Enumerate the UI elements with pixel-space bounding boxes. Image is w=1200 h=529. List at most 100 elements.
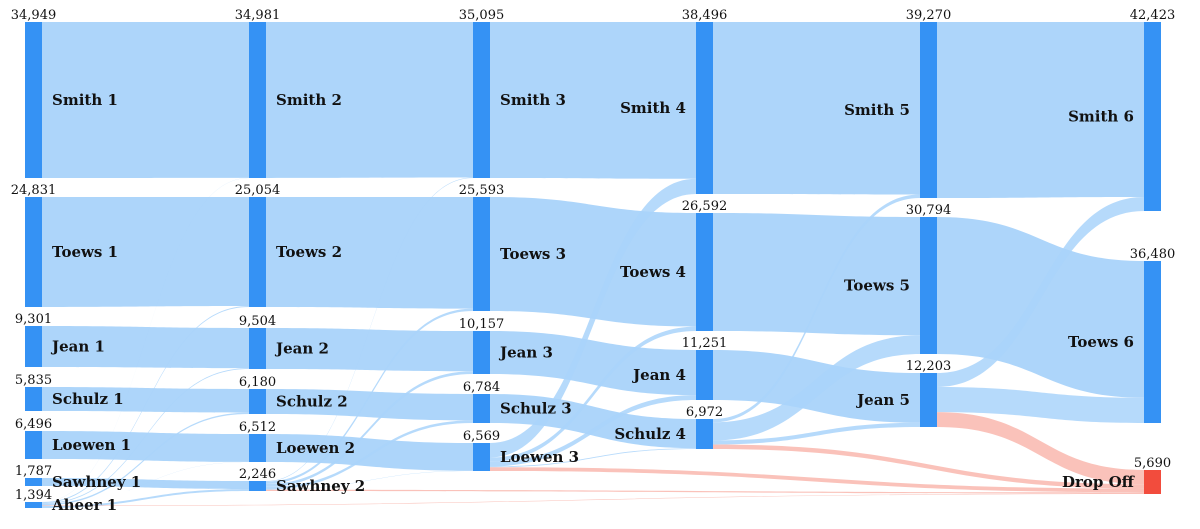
link-toews2-to-toews3 xyxy=(266,197,473,309)
link-loewen3-to-jean4 xyxy=(490,395,696,467)
node-dropoff xyxy=(1144,470,1161,494)
link-aheer1-to-loewen2 xyxy=(42,461,249,506)
nodes-layer xyxy=(25,22,1161,508)
node-value-toews3: 25,593 xyxy=(459,183,505,198)
link-loewen3-to-schulz4 xyxy=(490,448,696,468)
link-aheer1-to-schulz2 xyxy=(42,412,249,506)
node-value-loewen2: 6,512 xyxy=(239,420,276,435)
links-layer xyxy=(42,22,1144,508)
node-label-toews4: Toews 4 xyxy=(620,263,686,281)
node-label-smith5: Smith 5 xyxy=(844,101,910,119)
link-schulz4-to-toews5 xyxy=(713,335,920,441)
node-value-smith1: 34,949 xyxy=(11,8,57,23)
node-value-aheer1: 1,394 xyxy=(15,488,52,503)
node-label-sawhney1: Sawhney 1 xyxy=(52,473,141,491)
node-label-schulz4: Schulz 4 xyxy=(614,425,686,443)
link-toews1-to-toews2 xyxy=(42,197,249,307)
node-label-smith3: Smith 3 xyxy=(500,91,566,109)
node-jean5 xyxy=(920,373,937,427)
node-value-loewen3: 6,569 xyxy=(463,429,500,444)
node-toews1 xyxy=(25,197,42,307)
node-smith6 xyxy=(1144,22,1161,211)
node-label-schulz1: Schulz 1 xyxy=(52,390,124,408)
labels-layer: 34,949 Smith 1 24,831 Toews 1 9,301 Jean 1 5,8… xyxy=(11,8,1176,514)
node-smith3 xyxy=(473,22,490,178)
link-loewen2-to-loewen3 xyxy=(266,434,473,471)
link-aheer1-to-jean2 xyxy=(42,368,249,504)
node-value-jean1: 9,301 xyxy=(15,312,52,327)
node-label-toews2: Toews 2 xyxy=(276,243,342,261)
link-aheer1-to-smith2 xyxy=(42,177,249,503)
node-value-toews2: 25,054 xyxy=(235,183,281,198)
node-value-toews5: 30,794 xyxy=(906,203,952,218)
node-label-toews1: Toews 1 xyxy=(52,243,118,261)
node-value-jean2: 9,504 xyxy=(239,314,276,329)
link-sawhney2-to-schulz3 xyxy=(266,420,473,490)
node-label-loewen2: Loewen 2 xyxy=(276,439,355,457)
node-value-toews4: 26,592 xyxy=(682,199,728,214)
node-value-schulz2: 6,180 xyxy=(239,375,276,390)
node-schulz2 xyxy=(249,389,266,414)
link-schulz4-to-smith5 xyxy=(713,194,920,423)
node-schulz1 xyxy=(25,387,42,411)
link-jean2-to-jean3 xyxy=(266,328,473,372)
node-jean1 xyxy=(25,326,42,367)
node-jean4 xyxy=(696,350,713,400)
link-sawhney2-to-loewen3 xyxy=(266,470,473,490)
node-label-jean2: Jean 2 xyxy=(274,340,329,358)
node-sawhney1 xyxy=(25,478,42,486)
node-aheer1 xyxy=(25,502,42,508)
link-jean5-to-dropoff xyxy=(937,412,1144,485)
node-schulz4 xyxy=(696,419,713,449)
link-sawhney2-to-dropoff xyxy=(266,489,1144,494)
node-label-schulz2: Schulz 2 xyxy=(276,393,348,411)
link-loewen3-to-toews4 xyxy=(490,326,696,462)
node-label-smith2: Smith 2 xyxy=(276,91,342,109)
link-schulz4-to-dropoff xyxy=(713,444,1144,489)
link-smith5-to-smith6 xyxy=(937,22,1144,198)
node-smith1 xyxy=(25,22,42,178)
node-value-loewen1: 6,496 xyxy=(15,417,52,432)
node-label-smith1: Smith 1 xyxy=(52,91,118,109)
link-loewen1-to-loewen2 xyxy=(42,431,249,462)
link-aheer1-to-sawhney2 xyxy=(42,488,249,508)
link-smith2-to-smith3 xyxy=(266,22,473,178)
link-schulz1-to-schulz2 xyxy=(42,387,249,413)
node-toews4 xyxy=(696,213,713,331)
node-toews5 xyxy=(920,217,937,354)
node-value-schulz1: 5,835 xyxy=(15,373,52,388)
node-label-jean3: Jean 3 xyxy=(498,344,553,362)
link-jean5-to-toews6 xyxy=(937,386,1144,423)
node-loewen2 xyxy=(249,434,266,462)
node-label-jean4: Jean 4 xyxy=(631,366,686,384)
node-value-sawhney2: 2,246 xyxy=(239,467,276,482)
node-label-dropoff: Drop Off xyxy=(1062,473,1136,491)
node-label-toews6: Toews 6 xyxy=(1068,333,1134,351)
link-loewen3-to-dropoff xyxy=(490,467,1144,493)
link-smith4-to-smith5 xyxy=(713,22,920,195)
link-jean5-to-smith6 xyxy=(937,196,1144,387)
link-jean3-to-jean4 xyxy=(490,331,696,396)
link-schulz2-to-schulz3 xyxy=(266,389,473,421)
node-label-jean5: Jean 5 xyxy=(855,391,910,409)
link-schulz4-to-jean5 xyxy=(713,422,920,445)
node-jean3 xyxy=(473,331,490,374)
link-sawhney2-to-jean3 xyxy=(266,371,473,487)
node-value-sawhney1: 1,787 xyxy=(15,464,52,479)
node-toews2 xyxy=(249,197,266,307)
node-value-smith6: 42,423 xyxy=(1130,8,1176,23)
node-schulz3 xyxy=(473,394,490,423)
node-value-schulz3: 6,784 xyxy=(463,380,500,395)
node-value-smith2: 34,981 xyxy=(235,8,281,23)
node-label-schulz3: Schulz 3 xyxy=(500,400,572,418)
node-smith4 xyxy=(696,22,713,194)
link-schulz3-to-schulz4 xyxy=(490,394,696,449)
node-toews6 xyxy=(1144,261,1161,423)
node-value-dropoff: 5,690 xyxy=(1134,456,1171,471)
node-sawhney2 xyxy=(249,481,266,491)
link-sawhney1-to-sawhney2 xyxy=(42,478,249,489)
node-value-jean4: 11,251 xyxy=(682,336,728,351)
node-label-loewen3: Loewen 3 xyxy=(500,448,579,466)
node-toews3 xyxy=(473,197,490,311)
